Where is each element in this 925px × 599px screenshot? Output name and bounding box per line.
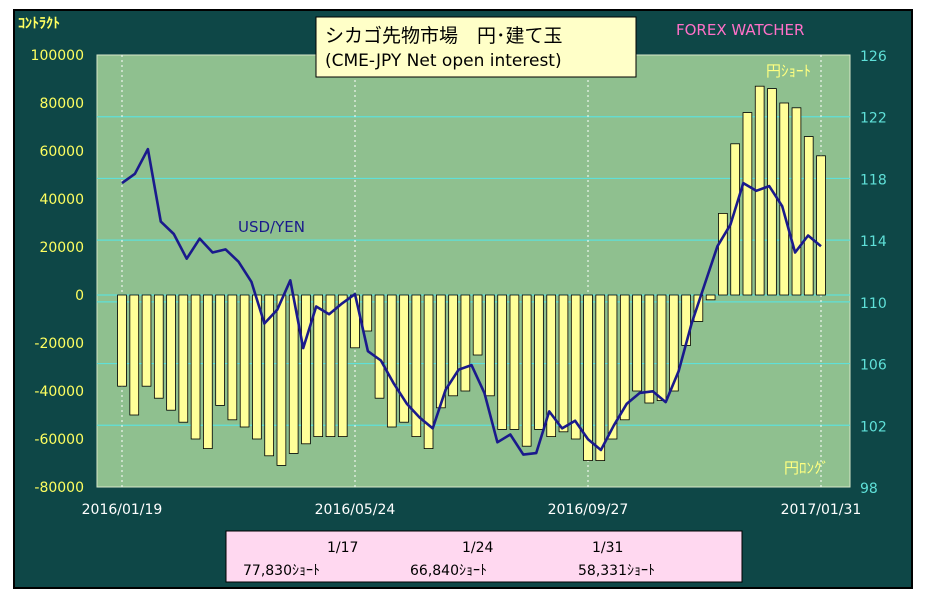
- right-tick-label: 106: [860, 358, 887, 374]
- bar: [117, 294, 127, 387]
- bar: [583, 294, 593, 462]
- bar: [803, 136, 814, 296]
- left-tick-label: 20000: [39, 240, 84, 256]
- footer-date: 1/17: [327, 540, 358, 556]
- brand-label: FOREX WATCHER: [676, 21, 804, 39]
- chart-subtitle: (CME-JPY Net open interest): [325, 51, 562, 71]
- bar: [705, 294, 716, 301]
- bar: [337, 294, 348, 438]
- bar: [595, 294, 606, 462]
- bar: [374, 294, 385, 399]
- bar: [497, 294, 507, 430]
- bar: [619, 294, 630, 421]
- bar: [178, 294, 189, 423]
- bar: [423, 294, 434, 450]
- x-tick-label: 2016/01/19: [82, 502, 163, 518]
- footer-value: 66,840ｼｮｰﾄ: [410, 563, 487, 579]
- bar: [816, 155, 826, 296]
- bar: [153, 294, 164, 399]
- bar: [276, 294, 287, 466]
- left-tick-label: -80000: [34, 480, 84, 496]
- bar: [460, 294, 471, 392]
- bar: [141, 294, 152, 387]
- right-tick-label: 122: [860, 111, 887, 127]
- bar: [386, 294, 397, 428]
- bar: [570, 294, 581, 440]
- footer-date: 1/24: [462, 540, 494, 556]
- bar: [399, 294, 409, 423]
- left-tick-label: -60000: [34, 432, 84, 448]
- bar: [607, 294, 618, 440]
- bar: [239, 294, 250, 428]
- bar: [264, 294, 274, 457]
- left-tick-label: 0: [75, 288, 84, 304]
- bar: [325, 294, 336, 438]
- left-tick-label: -40000: [34, 384, 84, 400]
- bar: [546, 294, 557, 438]
- right-tick-label: 126: [860, 49, 887, 65]
- bar: [779, 102, 790, 296]
- bar: [656, 294, 667, 401]
- bar: [227, 294, 238, 421]
- left-tick-label: -20000: [34, 336, 84, 352]
- right-tick-label: 118: [860, 172, 887, 188]
- right-tick-label: 102: [860, 419, 887, 435]
- bar: [215, 294, 225, 406]
- bar: [190, 294, 201, 440]
- bar: [681, 294, 691, 346]
- usd-yen-series: [121, 147, 822, 456]
- bar: [632, 294, 642, 392]
- y-axis-label-left: ｺﾝﾄﾗｸﾄ: [18, 16, 60, 32]
- bar: [166, 294, 176, 411]
- bar: [252, 294, 262, 440]
- axes: 100000 80000 60000 40000 20000 0 -20000 -40000 -…: [31, 48, 887, 518]
- bar: [521, 294, 532, 447]
- right-tick-label: 110: [860, 296, 887, 312]
- footer-date: 1/31: [592, 540, 623, 556]
- bar: [203, 294, 213, 450]
- footer-dates: 1/17 1/24 1/31: [327, 540, 623, 556]
- chart-title: シカゴ先物市場 円･建て玉: [325, 25, 563, 47]
- left-tick-label: 100000: [31, 48, 84, 64]
- bar: [791, 107, 802, 296]
- left-tick-label: 40000: [39, 192, 84, 208]
- bar: [644, 294, 655, 404]
- bar: [129, 294, 140, 416]
- bar: [485, 294, 495, 397]
- bar: [693, 294, 704, 322]
- left-tick-label: 80000: [39, 96, 84, 112]
- footer-values: 77,830ｼｮｰﾄ 66,840ｼｮｰﾄ 58,331ｼｮｰﾄ: [243, 563, 655, 579]
- bar: [472, 294, 483, 356]
- bar: [534, 294, 544, 430]
- left-tick-label: 60000: [39, 144, 84, 160]
- x-tick-label: 2016/05/24: [315, 502, 396, 518]
- bar: [313, 294, 324, 438]
- long-label: 円ﾛﾝｸﾞ: [784, 459, 829, 477]
- x-tick-label: 2016/09/27: [548, 502, 629, 518]
- footer-box: [225, 530, 743, 583]
- bar: [362, 294, 373, 332]
- bar: [742, 112, 753, 296]
- usd-yen-legend: USD/YEN: [238, 218, 305, 236]
- x-tick-label: 2017/01/31: [781, 502, 862, 518]
- footer-value: 77,830ｼｮｰﾄ: [243, 563, 320, 579]
- bar: [448, 294, 458, 397]
- bar: [669, 294, 679, 392]
- right-tick-label: 98: [860, 481, 878, 497]
- bar: [558, 294, 569, 433]
- title-box: [315, 16, 637, 78]
- right-tick-label: 114: [860, 234, 887, 250]
- bar: [718, 212, 728, 296]
- bar: [301, 294, 311, 445]
- short-label: 円ｼｮｰﾄ: [766, 62, 811, 80]
- bar: [411, 294, 422, 438]
- footer-value: 58,331ｼｮｰﾄ: [578, 563, 655, 579]
- usd-yen-line: [121, 147, 822, 456]
- bar: [509, 294, 520, 430]
